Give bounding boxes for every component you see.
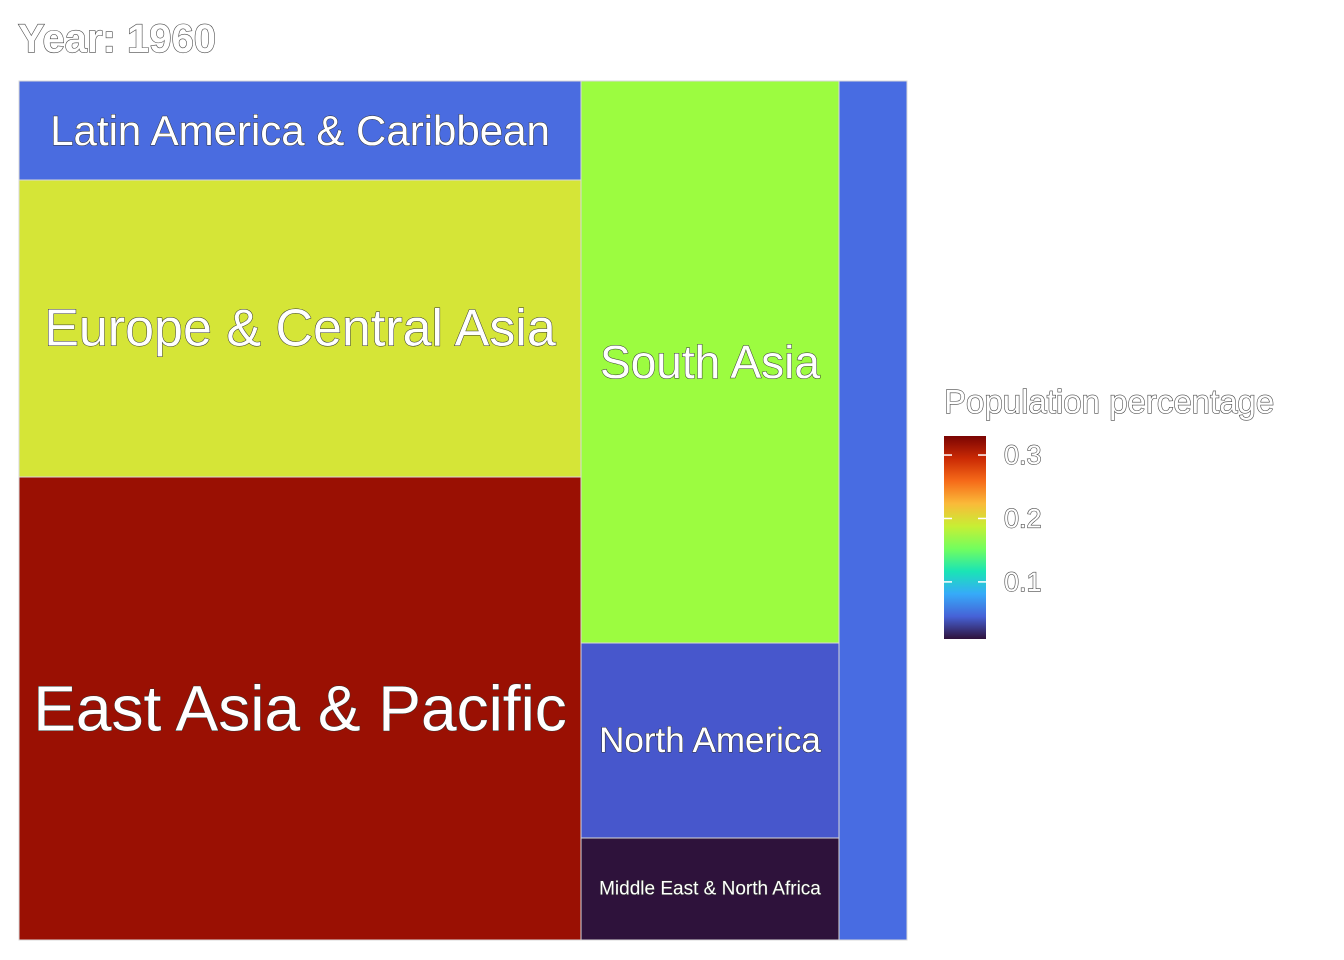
- color-legend: Population percentage 0.1 0.2 0.3: [943, 382, 1275, 639]
- legend-tick-label: 0.2: [1004, 503, 1042, 533]
- treemap-tile: [580, 642, 840, 839]
- treemap-tile: [18, 80, 582, 181]
- treemap-tile-label: South Asia: [600, 336, 820, 388]
- treemap-tile-labels: East Asia & Pacific Europe & Central Asia…: [33, 107, 822, 901]
- treemap-tile-label: Latin America & Caribbean: [50, 107, 550, 154]
- treemap-tile: [18, 476, 582, 941]
- treemap-tile: [838, 80, 908, 941]
- treemap-tile-label: North America: [599, 721, 821, 760]
- legend-tick-label: 0.3: [1004, 440, 1042, 470]
- legend-title: Population percentage: [944, 383, 1274, 420]
- treemap-tile: [580, 80, 840, 644]
- legend-ticks: 0.1 0.2 0.3: [944, 439, 1042, 598]
- treemap-tiles: [18, 80, 908, 941]
- treemap-tile: [18, 179, 582, 478]
- treemap-tile-label: Europe & Central Asia: [44, 300, 556, 358]
- chart-title: Year: 1960: [18, 17, 216, 61]
- treemap-tile-label: East Asia & Pacific: [33, 673, 567, 745]
- legend-colorbar: [944, 436, 986, 639]
- treemap-tile-label: Middle East & North Africa: [599, 879, 821, 900]
- legend-tick-label: 0.1: [1004, 567, 1042, 597]
- treemap-tile: [580, 837, 840, 941]
